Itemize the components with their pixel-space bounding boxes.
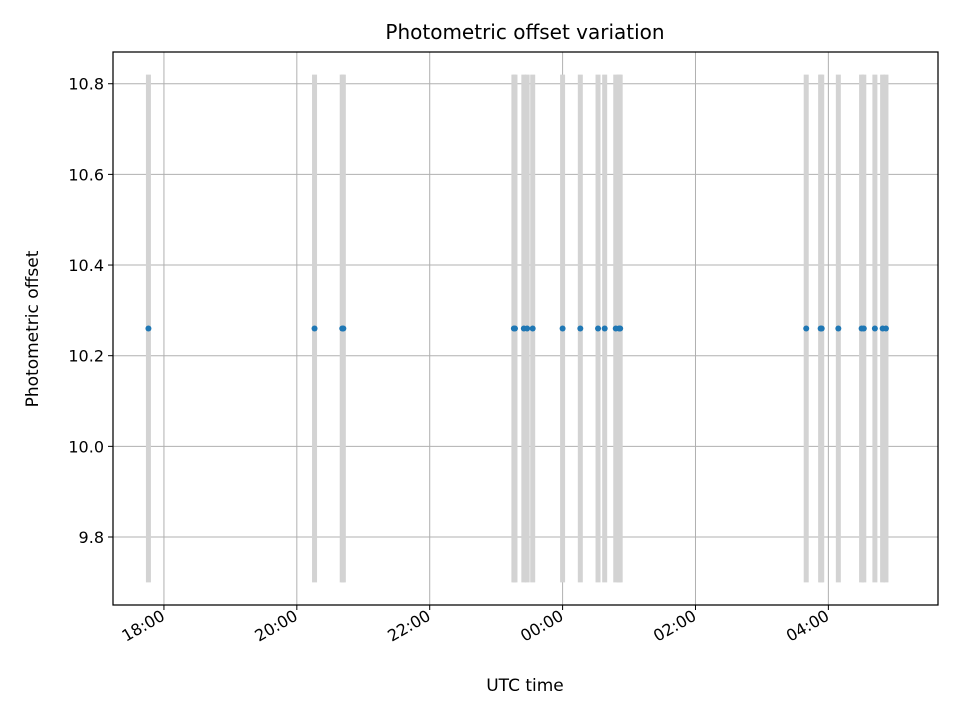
data-point bbox=[145, 325, 152, 332]
y-tick-label: 10.6 bbox=[68, 165, 104, 184]
plot-frame bbox=[112, 51, 939, 606]
data-point bbox=[529, 325, 536, 332]
data-points bbox=[145, 325, 889, 332]
y-tick-label: 10.0 bbox=[68, 437, 104, 456]
data-point bbox=[818, 325, 825, 332]
y-axis-ticks: 9.8 10.0 10.2 10.4 10.6 10.8 bbox=[68, 75, 113, 547]
data-point bbox=[882, 325, 889, 332]
data-point bbox=[803, 325, 810, 332]
data-point bbox=[835, 325, 842, 332]
x-axis-title: UTC time bbox=[486, 676, 564, 696]
data-point bbox=[311, 325, 318, 332]
data-point bbox=[595, 325, 602, 332]
y-axis-title: Photometric offset bbox=[23, 250, 43, 407]
y-tick-label: 10.4 bbox=[68, 256, 104, 275]
data-point bbox=[617, 325, 624, 332]
data-point bbox=[340, 325, 347, 332]
y-tick-label: 10.2 bbox=[68, 347, 104, 366]
data-point bbox=[860, 325, 867, 332]
data-point bbox=[524, 325, 531, 332]
y-tick-label: 9.8 bbox=[79, 528, 104, 547]
data-point bbox=[871, 325, 878, 332]
data-point bbox=[511, 325, 518, 332]
data-point bbox=[577, 325, 584, 332]
data-point bbox=[601, 325, 608, 332]
chart-title: Photometric offset variation bbox=[385, 20, 664, 44]
y-tick-label: 10.8 bbox=[68, 75, 104, 94]
data-point bbox=[559, 325, 566, 332]
